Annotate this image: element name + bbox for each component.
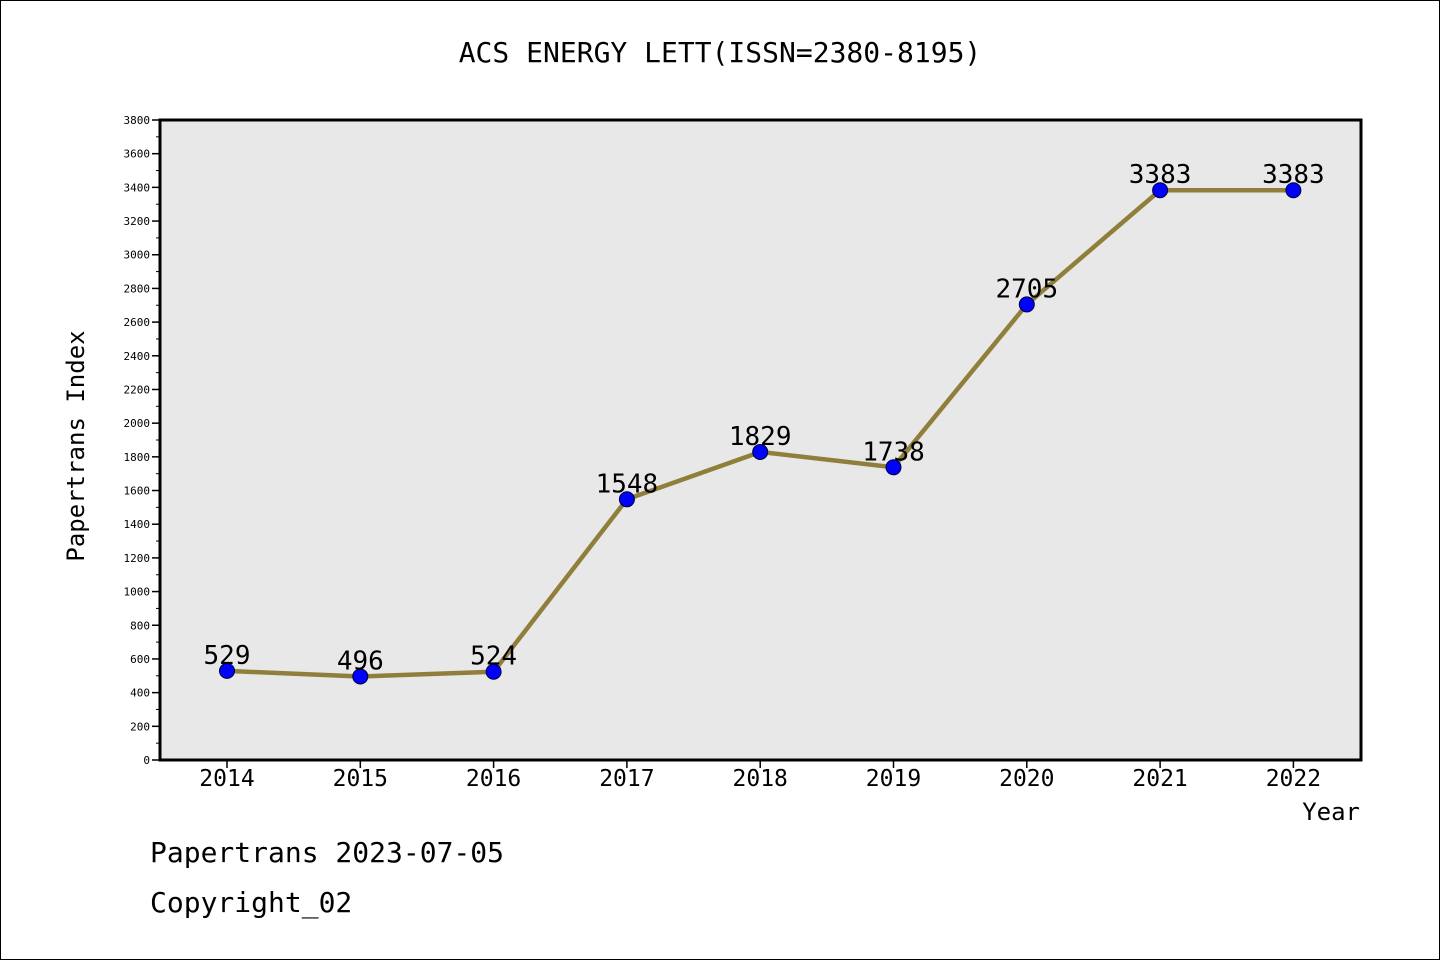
y-tick-label: 3400: [124, 181, 151, 194]
y-tick-label: 2000: [124, 417, 151, 430]
data-labels: 529 496 524 1548 1829 1738 2705 3383 3383: [204, 160, 1325, 676]
y-tick-label: 1000: [124, 586, 151, 599]
y-tick-label: 2400: [124, 350, 151, 363]
y-tick-label: 600: [130, 653, 150, 666]
series: [219, 182, 1302, 685]
data-point: [1285, 182, 1302, 199]
y-tick-label: 400: [130, 687, 150, 700]
y-tick-label: 2600: [124, 316, 151, 329]
data-point: [752, 443, 769, 460]
data-point: [1018, 296, 1035, 313]
data-point: [1152, 182, 1169, 199]
y-tick-label: 200: [130, 720, 150, 733]
x-tick-label: 2019: [866, 766, 921, 792]
y-tick-label: 1600: [124, 485, 151, 498]
y-tick-label: 3200: [124, 215, 151, 228]
data-label: 1829: [729, 422, 792, 452]
x-tick-label: 2022: [1266, 766, 1321, 792]
y-tick-label: 2800: [124, 282, 151, 295]
y-tick-label: 3800: [124, 114, 151, 127]
data-label: 1548: [596, 469, 659, 499]
x-tick-label: 2016: [466, 766, 521, 792]
x-axis: 2014 2015 2016 2017 2018 2019 2020 2021 2022: [199, 760, 1321, 792]
data-point: [885, 459, 902, 476]
y-axis-label: Papertrans Index: [62, 330, 90, 561]
data-point: [618, 491, 635, 508]
y-tick-label: 800: [130, 619, 150, 632]
x-tick-label: 2014: [199, 766, 254, 792]
y-tick-label: 1800: [124, 451, 151, 464]
data-label: 2705: [995, 274, 1058, 304]
data-label: 496: [337, 646, 384, 676]
y-tick-label: 1200: [124, 552, 151, 565]
data-point: [485, 663, 502, 680]
y-tick-label: 1400: [124, 518, 151, 531]
data-label: 529: [204, 641, 251, 671]
x-axis-label: Year: [1302, 798, 1360, 826]
data-label: 1738: [862, 437, 925, 467]
data-label: 524: [470, 642, 517, 672]
data-point: [352, 668, 369, 685]
plot-area: [158, 118, 1363, 762]
x-tick-label: 2017: [599, 766, 654, 792]
chart-title: ACS ENERGY LETT(ISSN=2380-8195): [458, 36, 982, 69]
footer-copyright: Copyright_02: [150, 886, 353, 919]
x-tick-label: 2018: [733, 766, 788, 792]
y-axis: 0 200 400 600 800 1000 1200 1400 1600 1800 2000 220…: [124, 114, 160, 767]
x-tick-label: 2020: [999, 766, 1054, 792]
y-tick-label: 3600: [124, 148, 151, 161]
x-tick-label: 2015: [333, 766, 388, 792]
data-label: 3383: [1262, 160, 1325, 190]
footer-date: Papertrans 2023-07-05: [150, 836, 505, 869]
y-tick-label: 0: [143, 754, 150, 767]
data-point: [219, 662, 235, 679]
y-tick-label: 3000: [124, 249, 151, 262]
x-tick-label: 2021: [1132, 766, 1187, 792]
y-tick-label: 2200: [124, 383, 151, 396]
data-label: 3383: [1129, 160, 1192, 190]
